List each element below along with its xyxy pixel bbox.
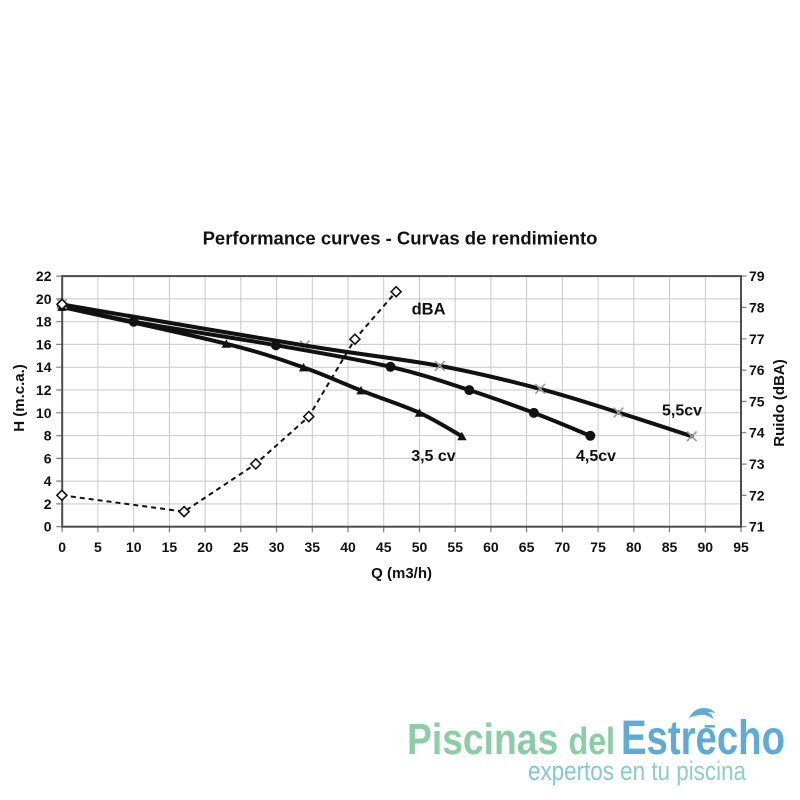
svg-text:25: 25 — [233, 539, 249, 555]
svg-text:55: 55 — [447, 539, 463, 555]
svg-text:76: 76 — [749, 362, 765, 378]
svg-text:Performance curves - Curvas de: Performance curves - Curvas de rendimien… — [203, 228, 598, 249]
svg-text:78: 78 — [749, 299, 765, 315]
svg-text:71: 71 — [749, 519, 765, 535]
svg-text:73: 73 — [749, 456, 765, 472]
svg-text:4: 4 — [44, 473, 52, 489]
svg-text:74: 74 — [749, 425, 765, 441]
svg-text:H (m.c.a.): H (m.c.a.) — [11, 364, 28, 432]
svg-text:10: 10 — [126, 539, 142, 555]
svg-text:0: 0 — [44, 519, 52, 535]
svg-text:70: 70 — [555, 539, 571, 555]
svg-text:35: 35 — [305, 539, 321, 555]
svg-text:79: 79 — [749, 268, 765, 284]
svg-text:20: 20 — [197, 539, 213, 555]
svg-text:15: 15 — [162, 539, 178, 555]
svg-text:3,5 cv: 3,5 cv — [411, 448, 456, 465]
svg-text:6: 6 — [44, 450, 52, 466]
svg-text:90: 90 — [698, 539, 714, 555]
svg-text:Ruido (dBA): Ruido (dBA) — [771, 359, 788, 446]
svg-text:65: 65 — [519, 539, 535, 555]
svg-text:Piscinas del: Piscinas del — [407, 715, 615, 764]
svg-text:40: 40 — [340, 539, 356, 555]
svg-text:20: 20 — [36, 291, 52, 307]
svg-text:Q (m3/h): Q (m3/h) — [371, 565, 432, 582]
svg-text:12: 12 — [36, 382, 52, 398]
svg-text:0: 0 — [58, 539, 66, 555]
svg-text:8: 8 — [44, 428, 52, 444]
svg-text:dBA: dBA — [412, 301, 446, 319]
svg-text:18: 18 — [36, 314, 52, 330]
svg-text:16: 16 — [36, 336, 52, 352]
svg-text:95: 95 — [733, 539, 749, 555]
svg-text:75: 75 — [749, 393, 765, 409]
svg-text:50: 50 — [412, 539, 428, 555]
svg-text:45: 45 — [376, 539, 392, 555]
svg-text:72: 72 — [749, 487, 765, 503]
svg-text:10: 10 — [36, 405, 52, 421]
svg-text:22: 22 — [36, 268, 52, 284]
svg-text:77: 77 — [749, 331, 765, 347]
svg-text:2: 2 — [44, 496, 52, 512]
svg-text:5: 5 — [94, 539, 102, 555]
svg-text:30: 30 — [269, 539, 285, 555]
svg-text:Estrecho: Estrecho — [621, 712, 785, 765]
svg-text:4,5cv: 4,5cv — [576, 448, 616, 465]
svg-text:60: 60 — [483, 539, 499, 555]
svg-text:80: 80 — [626, 539, 642, 555]
svg-text:85: 85 — [662, 539, 678, 555]
svg-text:5,5cv: 5,5cv — [662, 403, 702, 420]
svg-text:75: 75 — [590, 539, 606, 555]
svg-text:expertos en tu piscina: expertos en tu piscina — [528, 756, 747, 786]
svg-text:14: 14 — [36, 359, 52, 375]
